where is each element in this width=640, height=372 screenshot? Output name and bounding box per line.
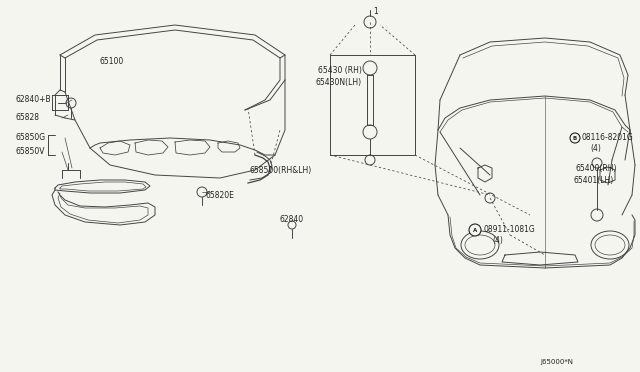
Text: 65400(RH): 65400(RH) [575,164,616,173]
Text: 65100: 65100 [100,58,124,67]
Text: 65850G: 65850G [15,134,45,142]
Text: J65000*N: J65000*N [540,359,573,365]
Text: 08116-8201G: 08116-8201G [582,134,634,142]
Circle shape [469,224,481,236]
Text: 65401(LH): 65401(LH) [573,176,613,185]
Circle shape [570,133,580,143]
Text: 658500(RH&LH): 658500(RH&LH) [250,166,312,174]
Text: 65828: 65828 [15,113,39,122]
Text: 62840+B: 62840+B [15,96,51,105]
Text: B: B [573,135,577,141]
Text: 65430N(LH): 65430N(LH) [316,77,362,87]
Text: (4): (4) [590,144,601,153]
Text: 65850V: 65850V [15,148,45,157]
Text: A: A [473,228,477,232]
Text: 62840: 62840 [280,215,304,224]
Text: 65820E: 65820E [205,190,234,199]
Text: 08911-1081G: 08911-1081G [483,225,535,234]
Text: 65430 (RH): 65430 (RH) [318,65,362,74]
Text: 1: 1 [373,7,378,16]
Text: (4): (4) [492,237,503,246]
